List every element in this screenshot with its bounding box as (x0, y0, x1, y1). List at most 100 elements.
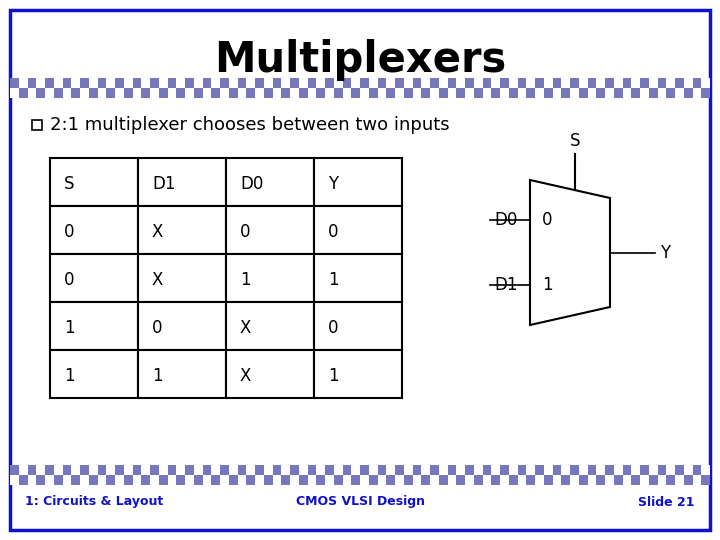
FancyBboxPatch shape (150, 88, 158, 98)
FancyBboxPatch shape (314, 254, 402, 302)
Text: 1: Circuits & Layout: 1: Circuits & Layout (25, 496, 163, 509)
Text: 1: 1 (542, 276, 553, 294)
FancyBboxPatch shape (500, 475, 509, 485)
FancyBboxPatch shape (640, 88, 649, 98)
FancyBboxPatch shape (141, 475, 150, 485)
FancyBboxPatch shape (264, 475, 272, 485)
FancyBboxPatch shape (675, 88, 684, 98)
FancyBboxPatch shape (45, 465, 54, 475)
FancyBboxPatch shape (132, 465, 141, 475)
FancyBboxPatch shape (360, 465, 369, 475)
FancyBboxPatch shape (211, 78, 220, 88)
FancyBboxPatch shape (229, 475, 238, 485)
FancyBboxPatch shape (89, 465, 97, 475)
FancyBboxPatch shape (649, 465, 657, 475)
Text: D0: D0 (495, 211, 518, 229)
FancyBboxPatch shape (27, 475, 36, 485)
FancyBboxPatch shape (124, 88, 132, 98)
FancyBboxPatch shape (168, 475, 176, 485)
FancyBboxPatch shape (50, 206, 138, 254)
FancyBboxPatch shape (377, 475, 386, 485)
FancyBboxPatch shape (613, 475, 623, 485)
FancyBboxPatch shape (649, 88, 657, 98)
Text: D1: D1 (152, 176, 176, 193)
FancyBboxPatch shape (421, 88, 430, 98)
FancyBboxPatch shape (395, 88, 404, 98)
FancyBboxPatch shape (325, 78, 334, 88)
FancyBboxPatch shape (377, 78, 386, 88)
FancyBboxPatch shape (272, 475, 282, 485)
FancyBboxPatch shape (141, 465, 150, 475)
FancyBboxPatch shape (19, 78, 27, 88)
FancyBboxPatch shape (693, 475, 701, 485)
FancyBboxPatch shape (701, 465, 710, 475)
FancyBboxPatch shape (50, 254, 138, 302)
FancyBboxPatch shape (107, 465, 115, 475)
FancyBboxPatch shape (377, 465, 386, 475)
FancyBboxPatch shape (50, 158, 138, 206)
FancyBboxPatch shape (491, 78, 500, 88)
FancyBboxPatch shape (316, 88, 325, 98)
FancyBboxPatch shape (623, 78, 631, 88)
FancyBboxPatch shape (413, 465, 421, 475)
FancyBboxPatch shape (448, 78, 456, 88)
FancyBboxPatch shape (351, 465, 360, 475)
FancyBboxPatch shape (71, 78, 80, 88)
FancyBboxPatch shape (552, 78, 562, 88)
FancyBboxPatch shape (138, 302, 226, 350)
FancyBboxPatch shape (246, 78, 255, 88)
FancyBboxPatch shape (202, 78, 211, 88)
FancyBboxPatch shape (369, 78, 377, 88)
FancyBboxPatch shape (132, 88, 141, 98)
Text: 1: 1 (64, 367, 75, 386)
FancyBboxPatch shape (509, 78, 518, 88)
FancyBboxPatch shape (474, 78, 482, 88)
FancyBboxPatch shape (588, 465, 596, 475)
FancyBboxPatch shape (107, 88, 115, 98)
FancyBboxPatch shape (115, 475, 124, 485)
FancyBboxPatch shape (448, 88, 456, 98)
FancyBboxPatch shape (36, 465, 45, 475)
FancyBboxPatch shape (307, 78, 316, 88)
Text: Multiplexers: Multiplexers (214, 39, 506, 81)
FancyBboxPatch shape (107, 475, 115, 485)
FancyBboxPatch shape (63, 475, 71, 485)
FancyBboxPatch shape (657, 78, 666, 88)
FancyBboxPatch shape (649, 78, 657, 88)
FancyBboxPatch shape (54, 465, 63, 475)
FancyBboxPatch shape (343, 465, 351, 475)
FancyBboxPatch shape (97, 465, 107, 475)
FancyBboxPatch shape (290, 475, 299, 485)
FancyBboxPatch shape (456, 78, 465, 88)
FancyBboxPatch shape (89, 475, 97, 485)
FancyBboxPatch shape (404, 475, 413, 485)
FancyBboxPatch shape (369, 88, 377, 98)
FancyBboxPatch shape (430, 475, 438, 485)
FancyBboxPatch shape (255, 88, 264, 98)
Text: 1: 1 (328, 272, 338, 289)
FancyBboxPatch shape (465, 88, 474, 98)
FancyBboxPatch shape (220, 78, 229, 88)
FancyBboxPatch shape (176, 465, 185, 475)
FancyBboxPatch shape (314, 302, 402, 350)
Polygon shape (530, 180, 610, 325)
FancyBboxPatch shape (50, 302, 138, 350)
FancyBboxPatch shape (613, 465, 623, 475)
FancyBboxPatch shape (351, 88, 360, 98)
FancyBboxPatch shape (491, 475, 500, 485)
FancyBboxPatch shape (194, 88, 202, 98)
FancyBboxPatch shape (282, 88, 290, 98)
FancyBboxPatch shape (535, 78, 544, 88)
FancyBboxPatch shape (158, 475, 168, 485)
Text: Y: Y (328, 176, 338, 193)
Text: S: S (64, 176, 74, 193)
FancyBboxPatch shape (194, 465, 202, 475)
FancyBboxPatch shape (202, 475, 211, 485)
FancyBboxPatch shape (421, 78, 430, 88)
FancyBboxPatch shape (526, 88, 535, 98)
FancyBboxPatch shape (518, 88, 526, 98)
FancyBboxPatch shape (343, 88, 351, 98)
FancyBboxPatch shape (640, 78, 649, 88)
FancyBboxPatch shape (10, 475, 19, 485)
FancyBboxPatch shape (226, 158, 314, 206)
